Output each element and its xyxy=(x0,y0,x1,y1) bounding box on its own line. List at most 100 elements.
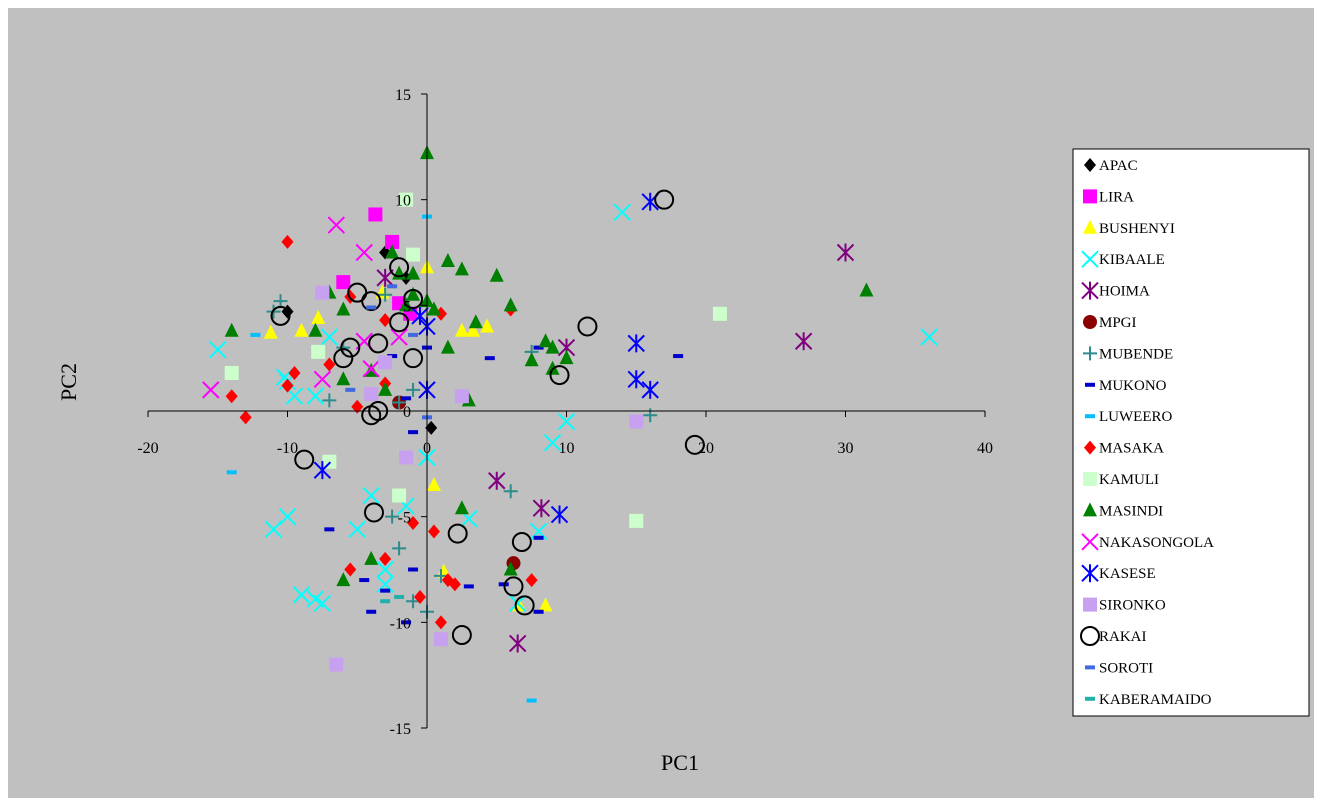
data-point xyxy=(406,382,421,397)
data-point xyxy=(627,370,645,389)
legend-marker xyxy=(1081,564,1099,583)
data-point xyxy=(224,322,239,337)
data-point xyxy=(454,389,469,404)
data-point xyxy=(543,433,562,452)
data-point xyxy=(538,597,553,612)
data-point xyxy=(313,370,332,389)
data-point xyxy=(359,578,370,583)
x-tick-label: -20 xyxy=(137,440,158,457)
data-point xyxy=(447,523,468,544)
data-point xyxy=(503,297,518,312)
x-axis-title: PC1 xyxy=(661,750,699,775)
data-point xyxy=(225,389,238,404)
data-point xyxy=(329,657,344,672)
data-point xyxy=(503,576,524,597)
data-point xyxy=(378,355,393,370)
data-point xyxy=(263,324,278,339)
data-point xyxy=(489,267,504,282)
data-point xyxy=(327,216,346,234)
data-point xyxy=(294,449,315,470)
data-point xyxy=(448,577,461,592)
data-point xyxy=(389,257,410,278)
data-point xyxy=(401,396,412,401)
data-point xyxy=(285,387,304,405)
data-point xyxy=(533,345,544,350)
legend-label: BUSHENYI xyxy=(1099,221,1175,237)
data-point xyxy=(368,333,389,354)
y-tick-label: 15 xyxy=(395,87,411,104)
legend-label: RAKAI xyxy=(1099,629,1147,645)
data-point xyxy=(403,348,424,369)
y-tick-label: 5 xyxy=(403,298,411,315)
legend-label: MUBENDE xyxy=(1099,346,1173,362)
x-tick-label: 20 xyxy=(698,440,714,457)
data-point xyxy=(407,516,420,531)
data-point xyxy=(629,414,644,429)
data-point xyxy=(392,488,407,503)
data-point xyxy=(361,291,382,312)
data-point xyxy=(532,499,551,518)
legend-label: KASESE xyxy=(1099,566,1156,582)
legend-label: MASAKA xyxy=(1099,441,1164,457)
y-tick-label: 0 xyxy=(403,404,411,421)
y-tick-label: -5 xyxy=(398,510,411,527)
legend-marker xyxy=(1084,158,1096,172)
legend-label: KABERAMAIDO xyxy=(1099,692,1212,708)
data-point xyxy=(311,310,326,325)
data-point xyxy=(366,609,377,614)
data-point xyxy=(364,550,379,565)
data-point xyxy=(712,306,727,321)
data-point xyxy=(434,615,447,630)
legend-label: LIRA xyxy=(1099,189,1134,205)
data-point xyxy=(613,203,632,222)
data-point xyxy=(503,484,518,499)
data-point xyxy=(344,562,357,577)
legend-label: SIRONKO xyxy=(1099,598,1166,614)
data-point xyxy=(209,341,227,359)
data-point xyxy=(273,294,288,309)
data-point xyxy=(403,288,424,309)
legend-marker xyxy=(1083,472,1097,486)
data-point xyxy=(385,509,400,524)
data-point xyxy=(333,348,354,369)
legend-marker xyxy=(1081,533,1099,551)
series-kamuli xyxy=(224,192,727,528)
legend-entry-apac: APAC xyxy=(1084,158,1138,174)
data-point xyxy=(399,192,414,207)
data-point xyxy=(320,328,339,346)
x-tick-label: 40 xyxy=(977,440,993,457)
data-point xyxy=(433,632,448,647)
legend-entry-lira: LIRA xyxy=(1083,189,1134,205)
data-point xyxy=(336,301,351,316)
data-point xyxy=(525,573,538,588)
data-point xyxy=(324,527,335,532)
data-point xyxy=(654,189,675,210)
data-point xyxy=(322,454,337,469)
data-point xyxy=(406,265,421,280)
legend-marker xyxy=(1083,315,1097,329)
legend-entry-kasese: KASESE xyxy=(1081,564,1156,583)
data-point xyxy=(315,285,330,300)
legend-label: LUWEERO xyxy=(1099,409,1172,425)
data-point xyxy=(577,316,598,337)
data-point xyxy=(226,470,237,475)
data-point xyxy=(392,541,407,556)
data-point xyxy=(503,561,518,576)
legend-marker xyxy=(1081,250,1099,268)
data-point xyxy=(488,471,506,490)
data-point xyxy=(368,207,383,222)
legend-marker xyxy=(1085,665,1095,670)
data-points-layer xyxy=(202,145,938,703)
data-point xyxy=(836,243,855,262)
legend-marker xyxy=(1085,414,1095,419)
data-point xyxy=(529,522,548,541)
data-point xyxy=(440,252,455,267)
data-point xyxy=(426,301,441,316)
data-point xyxy=(559,350,574,365)
data-point xyxy=(362,360,380,378)
x-tick-label: -10 xyxy=(277,440,298,457)
y-tick-label: -15 xyxy=(390,721,411,738)
data-point xyxy=(545,339,560,354)
